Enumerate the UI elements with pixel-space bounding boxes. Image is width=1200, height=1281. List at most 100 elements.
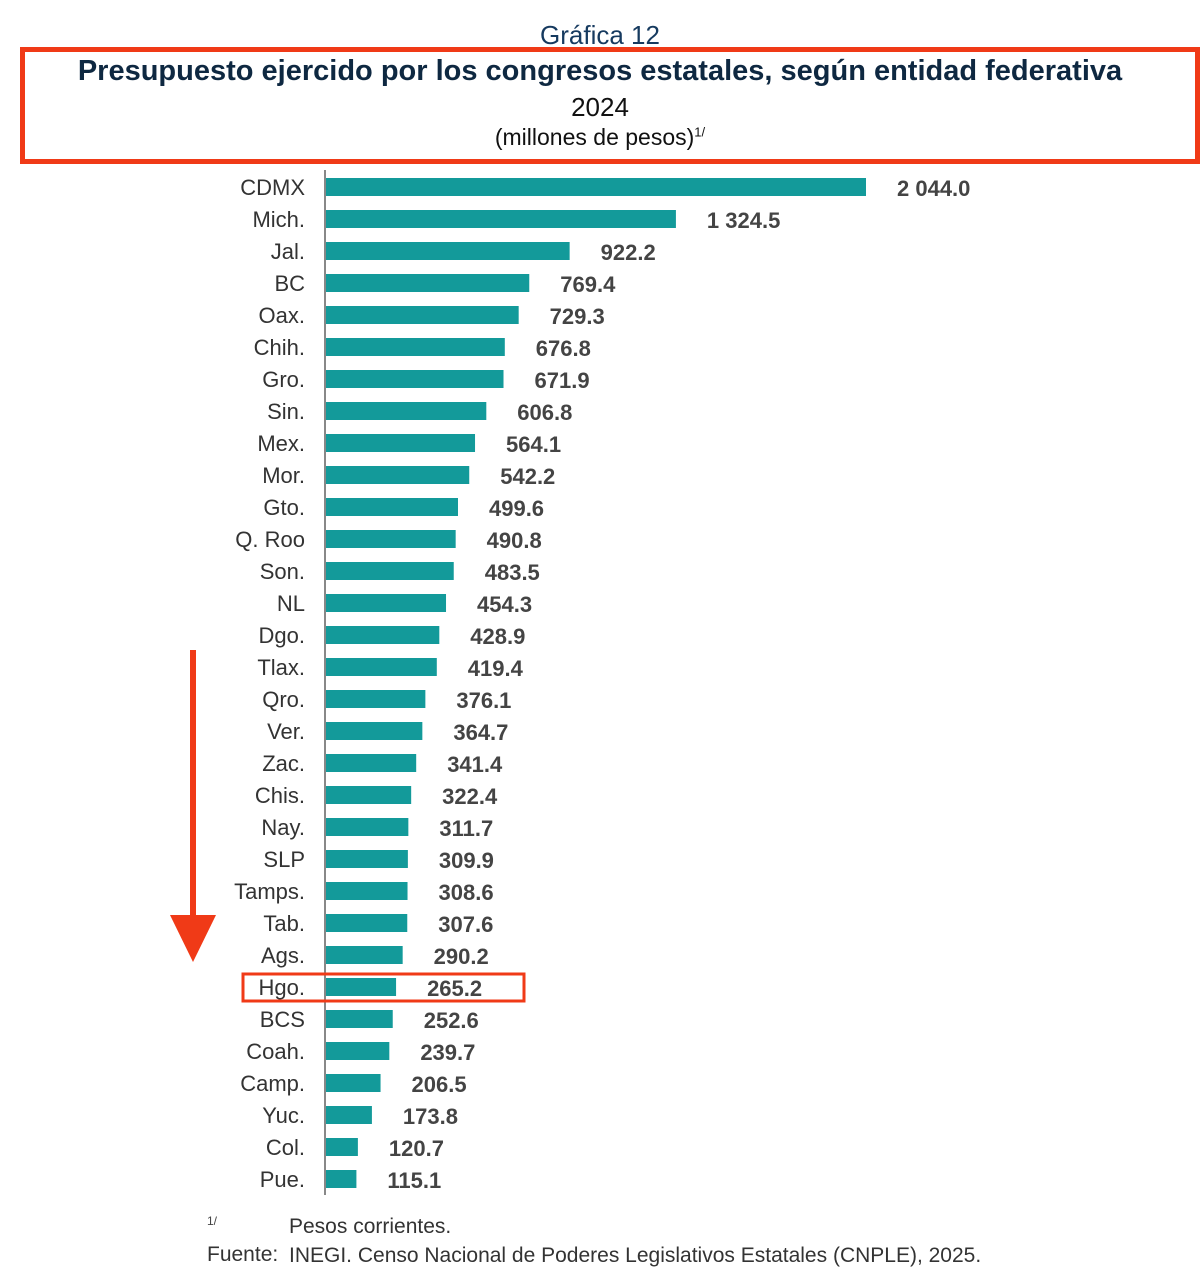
chart-year: 2024	[571, 92, 629, 122]
arrow-head-icon	[170, 915, 216, 962]
category-label: Sin.	[267, 399, 305, 424]
value-label: 322.4	[442, 784, 498, 809]
value-label: 206.5	[412, 1072, 467, 1097]
bar	[326, 1042, 390, 1060]
category-label: CDMX	[240, 175, 305, 200]
chart-units: (millones de pesos)1/	[0, 124, 1200, 151]
source-text: INEGI. Censo Nacional de Poderes Legisla…	[289, 1244, 982, 1267]
bar	[326, 978, 397, 996]
bar	[326, 210, 676, 228]
bar	[326, 178, 866, 196]
bar	[326, 914, 408, 932]
bar	[326, 882, 408, 900]
value-label: 252.6	[424, 1008, 479, 1033]
value-label: 120.7	[389, 1136, 444, 1161]
bar	[326, 466, 470, 484]
title-highlight-box	[20, 47, 1200, 164]
highlight-box	[241, 972, 526, 1003]
bar	[326, 338, 505, 356]
footnote-text: Pesos corrientes.	[289, 1215, 452, 1238]
value-label: 729.3	[550, 304, 605, 329]
category-label: Tamps.	[234, 879, 305, 904]
category-label: Q. Roo	[235, 527, 305, 552]
value-label: 499.6	[489, 496, 544, 521]
category-label: Gto.	[263, 495, 305, 520]
bar	[326, 690, 426, 708]
bar	[326, 658, 437, 676]
value-label: 454.3	[477, 592, 532, 617]
category-label: BCS	[260, 1007, 305, 1032]
category-label: Gro.	[262, 367, 305, 392]
value-label: 606.8	[517, 400, 572, 425]
value-label: 419.4	[468, 656, 524, 681]
value-label: 115.1	[387, 1168, 441, 1193]
value-label: 922.2	[601, 240, 656, 265]
value-label: 290.2	[434, 944, 489, 969]
units-note-mark: 1/	[694, 124, 706, 140]
value-label: 376.1	[456, 688, 511, 713]
value-label: 1 324.5	[707, 208, 780, 233]
bar	[326, 274, 530, 292]
category-label: BC	[274, 271, 305, 296]
category-label: Hgo.	[259, 975, 305, 1000]
value-label: 311.7	[439, 816, 493, 841]
category-label: Tab.	[263, 911, 305, 936]
category-label: NL	[277, 591, 305, 616]
category-label: Ver.	[267, 719, 305, 744]
category-label: Zac.	[262, 751, 305, 776]
bar	[326, 562, 454, 580]
bar	[326, 722, 423, 740]
value-label: 483.5	[485, 560, 540, 585]
value-label: 308.6	[439, 880, 494, 905]
value-label: 671.9	[535, 368, 590, 393]
value-label: 428.9	[470, 624, 525, 649]
category-label: Coah.	[246, 1039, 305, 1064]
units-text: (millones de pesos)	[494, 124, 695, 150]
source-label: Fuente:	[207, 1243, 279, 1266]
category-label: Mex.	[257, 431, 305, 456]
bar	[326, 850, 408, 868]
value-label: 341.4	[447, 752, 503, 777]
bar	[326, 242, 570, 260]
category-label: Camp.	[240, 1071, 305, 1096]
bar	[326, 754, 417, 772]
category-label: Pue.	[260, 1167, 305, 1192]
bar	[326, 626, 440, 644]
category-label: Qro.	[262, 687, 305, 712]
bar	[326, 1170, 357, 1188]
value-label: 564.1	[506, 432, 561, 457]
category-label: Ags.	[261, 943, 305, 968]
value-label: 173.8	[403, 1104, 458, 1129]
bar	[326, 402, 487, 420]
category-label: Col.	[266, 1135, 305, 1160]
value-label: 542.2	[500, 464, 555, 489]
bar	[326, 1010, 393, 1028]
category-label: Yuc.	[262, 1103, 305, 1128]
bar	[326, 370, 504, 388]
bar	[326, 818, 409, 836]
bar	[326, 594, 447, 612]
value-label: 364.7	[453, 720, 508, 745]
value-label: 2 044.0	[897, 176, 970, 201]
bar	[326, 1138, 358, 1156]
bar	[326, 786, 412, 804]
category-label: Tlax.	[257, 655, 305, 680]
footnote-mark: 1/	[207, 1214, 218, 1228]
bar	[326, 1074, 381, 1092]
value-label: 309.9	[439, 848, 494, 873]
category-label: Mich.	[252, 207, 305, 232]
category-label: Chih.	[254, 335, 305, 360]
bar	[326, 434, 476, 452]
value-label: 265.2	[427, 976, 482, 1001]
category-label: Mor.	[262, 463, 305, 488]
category-label: Chis.	[255, 783, 305, 808]
category-label: Dgo.	[259, 623, 305, 648]
bar	[326, 1106, 372, 1124]
category-label: Nay.	[261, 815, 305, 840]
bar	[326, 530, 456, 548]
category-label: Jal.	[271, 239, 305, 264]
category-label: Son.	[260, 559, 305, 584]
chart-number: Gráfica 12	[540, 20, 660, 50]
value-label: 676.8	[536, 336, 591, 361]
